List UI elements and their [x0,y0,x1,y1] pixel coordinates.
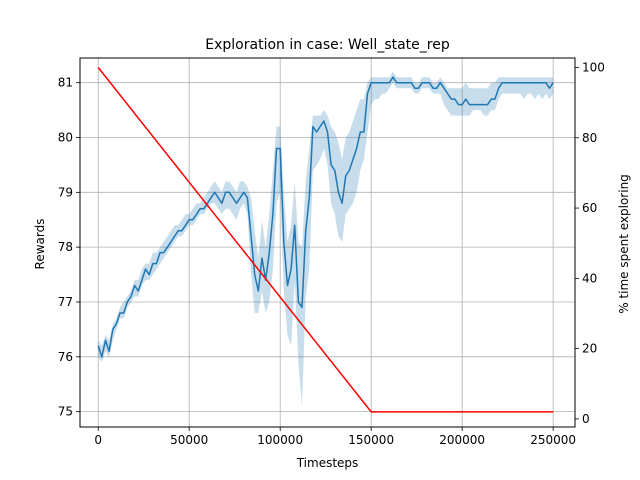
y-tick-label: 77 [58,295,73,309]
x-tick-label: 150000 [348,433,394,447]
exploration-percent-line [97,67,554,413]
y2-tick-label: 20 [582,342,597,356]
y-tick-label: 79 [58,185,73,199]
y-tick-label: 78 [58,240,73,254]
x-axis-title: Timesteps [296,456,359,470]
chart-title: Exploration in case: Well_state_rep [205,37,450,53]
y2-axis-ticks: 0 20 40 60 80 100 [575,60,605,426]
x-axis-ticks: 0 50000 100000 150000 200000 250000 [94,427,576,447]
y-axis-ticks: 75 76 77 78 79 80 81 [58,76,80,419]
x-tick-label: 50000 [170,433,208,447]
grid-lines [80,58,575,427]
y2-axis-title: % time spent exploring [617,174,631,314]
y-tick-label: 75 [58,405,73,419]
y2-tick-label: 80 [582,131,597,145]
x-tick-label: 250000 [530,433,576,447]
y-tick-label: 76 [58,350,73,364]
y-axis-title: Rewards [33,219,47,270]
y2-tick-label: 0 [582,412,590,426]
y-tick-label: 80 [58,131,73,145]
y2-tick-label: 100 [582,60,605,74]
y2-tick-label: 40 [582,271,597,285]
x-tick-label: 100000 [257,433,303,447]
x-tick-label: 200000 [439,433,485,447]
rewards-confidence-band [98,71,554,407]
x-tick-label: 0 [94,433,102,447]
y-tick-label: 81 [58,76,73,90]
rewards-mean-line [97,76,554,358]
plot-frame [79,57,576,428]
y2-tick-label: 60 [582,201,597,215]
